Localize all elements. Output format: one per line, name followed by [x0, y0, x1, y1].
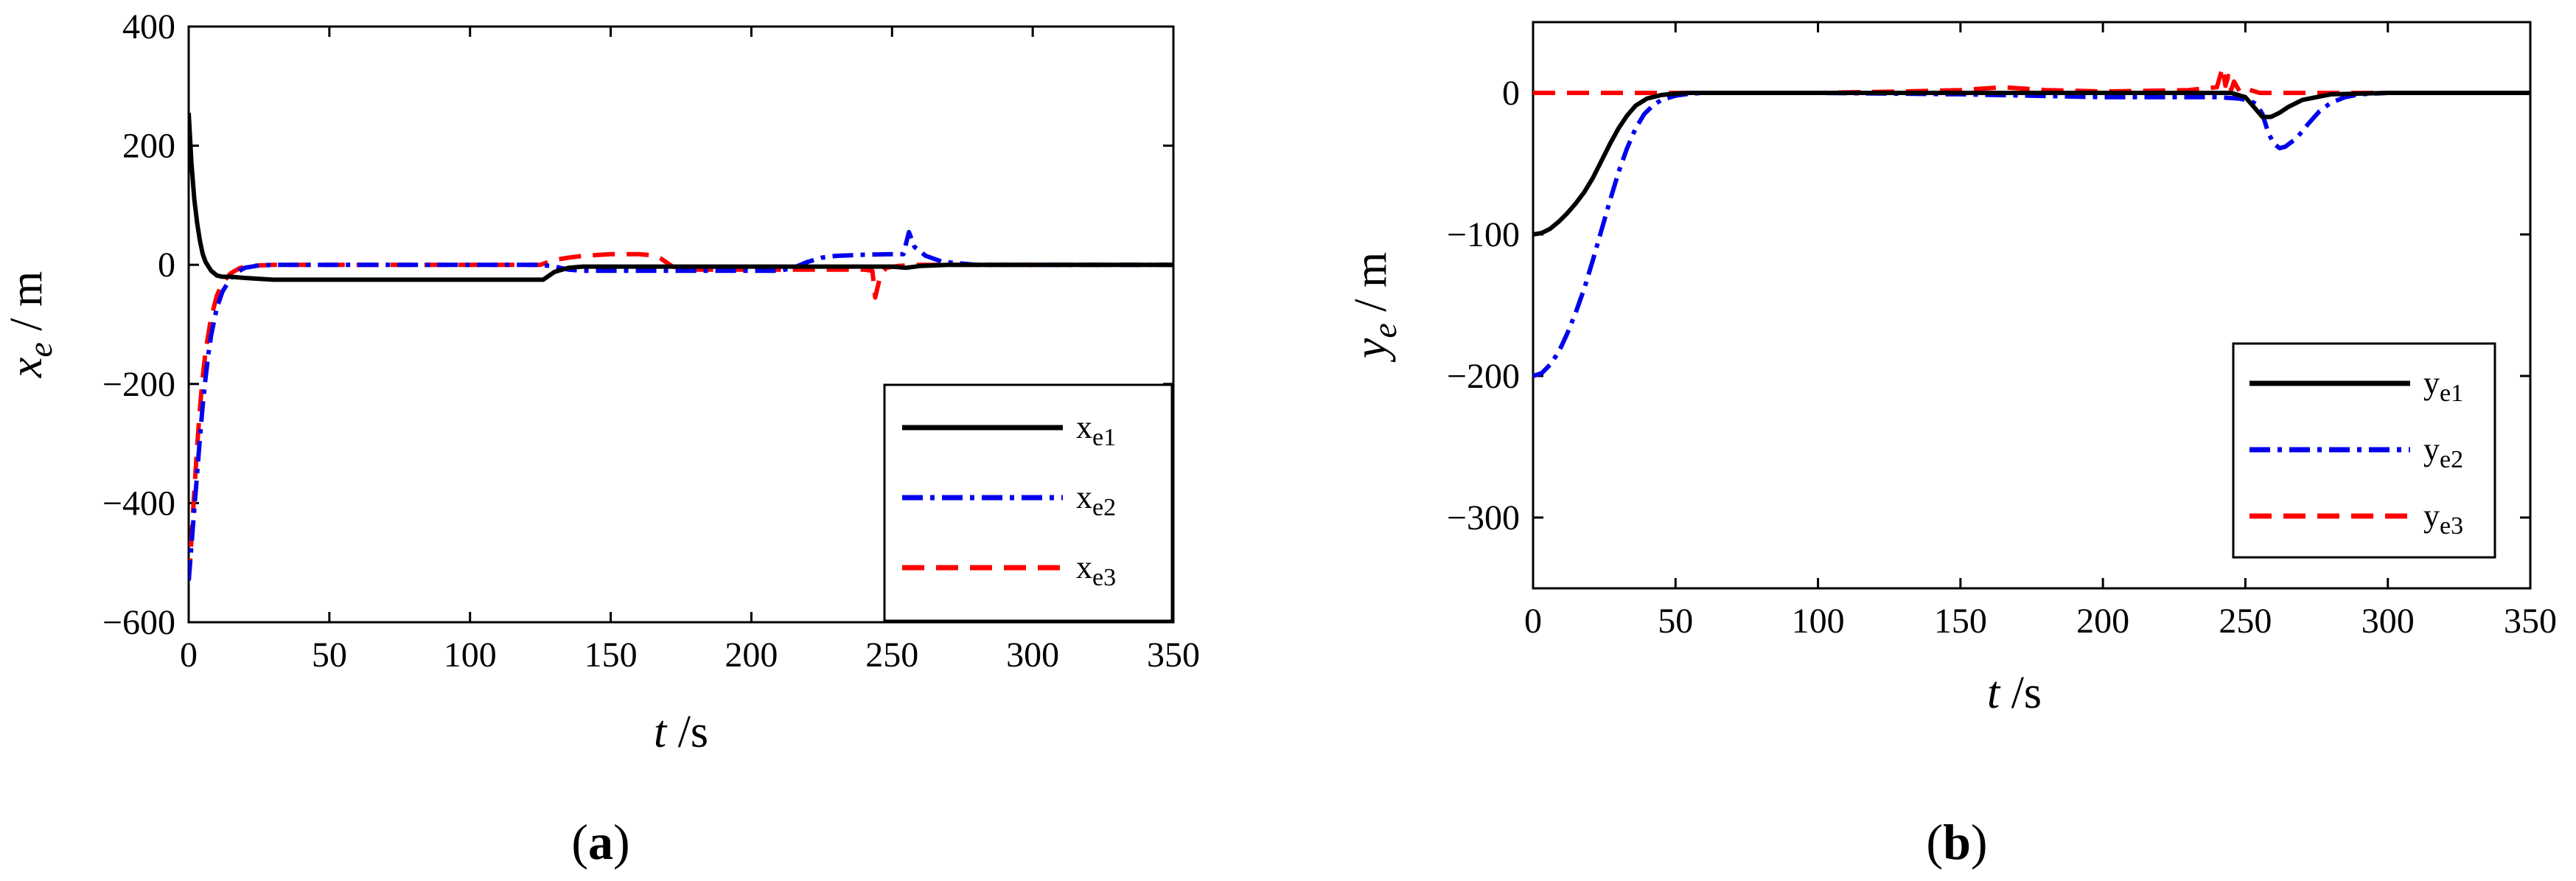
- legend-label-xe3: xe3: [1076, 549, 1116, 591]
- panel-b-x-tick-labels: 0 50 100 150 200 250 300 350: [1524, 602, 2557, 641]
- panel-a-series-lines: [189, 113, 1173, 581]
- y-tick-label: −100: [1447, 215, 1520, 254]
- panel-b-x-axis-label: t /s: [1987, 668, 2042, 718]
- y-tick-label: −600: [102, 603, 175, 642]
- panel-a-chart: 0 50 100 150 200 250 300 350 −600 −400 −200 0 200 40…: [1, 7, 1200, 870]
- series-line-xe3: [189, 251, 1173, 581]
- x-tick-label: 0: [180, 635, 198, 675]
- series-line-xe1: [189, 113, 1173, 282]
- panel-a-x-tick-labels: 0 50 100 150 200 250 300 350: [180, 635, 1200, 675]
- series-line-xe2: [189, 229, 1173, 581]
- panel-b-legend-box: [2232, 342, 2496, 559]
- panel-b-series-lines: [1533, 65, 2530, 378]
- legend-label-xe1: xe1: [1076, 409, 1116, 451]
- panel-b-caption: (b): [1926, 814, 1987, 870]
- x-tick-label: 350: [2504, 602, 2557, 641]
- y-tick-label: 200: [122, 127, 175, 166]
- legend-label-ye3: ye3: [2423, 498, 2463, 540]
- panel-b-legend: ye1 ye2 ye3: [2232, 342, 2496, 559]
- y-tick-label: −200: [102, 365, 175, 404]
- panel-b-y-tick-labels: −300 −200 −100 0: [1447, 74, 1520, 537]
- y-tick-label: −300: [1447, 498, 1520, 537]
- y-tick-label: 0: [158, 246, 175, 285]
- panel-b-y-axis-label: ye / m: [1346, 252, 1403, 363]
- y-tick-label: −400: [102, 484, 175, 523]
- y-tick-label: 400: [122, 7, 175, 46]
- x-tick-label: 100: [444, 635, 497, 675]
- panel-a-y-tick-labels: −600 −400 −200 0 200 400: [102, 7, 175, 642]
- panel-b-chart: 0 50 100 150 200 250 300 350 −300 −200 −100 0 t /s…: [1346, 21, 2557, 870]
- x-tick-label: 200: [725, 635, 778, 675]
- panel-a-legend: xe1 xe2 xe3: [883, 383, 1173, 622]
- panel-a-x-axis-label: t /s: [654, 707, 708, 757]
- series-line-ye1: [1533, 91, 2530, 237]
- panel-a-y-axis-label: xe / m: [1, 271, 59, 378]
- x-tick-label: 50: [1658, 602, 1693, 641]
- x-tick-label: 300: [1006, 635, 1059, 675]
- panel-a-caption: (a): [571, 814, 629, 870]
- panel-a-legend-box: [883, 383, 1173, 622]
- x-tick-label: 0: [1524, 602, 1542, 641]
- legend-label-xe2: xe2: [1076, 479, 1116, 521]
- y-tick-label: −200: [1447, 357, 1520, 396]
- x-tick-label: 200: [2076, 602, 2129, 641]
- x-tick-label: 100: [1792, 602, 1845, 641]
- x-tick-label: 250: [2219, 602, 2272, 641]
- legend-label-ye2: ye2: [2423, 431, 2463, 473]
- x-tick-label: 350: [1147, 635, 1200, 675]
- x-tick-label: 150: [1934, 602, 1987, 641]
- x-tick-label: 300: [2362, 602, 2415, 641]
- x-tick-label: 50: [312, 635, 347, 675]
- legend-label-ye1: ye1: [2423, 365, 2463, 407]
- x-tick-label: 150: [584, 635, 638, 675]
- x-tick-label: 250: [865, 635, 918, 675]
- y-tick-label: 0: [1502, 74, 1520, 113]
